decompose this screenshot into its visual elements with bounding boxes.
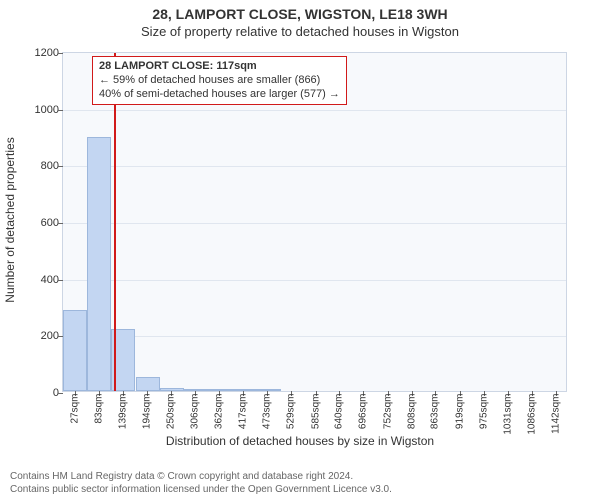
footer-line-1: Contains HM Land Registry data © Crown c…	[10, 471, 590, 484]
ytick-mark	[58, 280, 63, 281]
xtick-label: 696sqm	[358, 394, 369, 430]
info-box-smaller: ← 59% of detached houses are smaller (86…	[99, 74, 340, 88]
ytick-label: 600	[21, 217, 59, 229]
xtick-label: 585sqm	[310, 394, 321, 430]
xtick-label: 975sqm	[478, 394, 489, 430]
x-axis-label: Distribution of detached houses by size …	[0, 434, 600, 448]
ytick-label: 0	[21, 387, 59, 399]
ytick-label: 1200	[21, 47, 59, 59]
xtick-label: 194sqm	[141, 394, 152, 430]
ytick-mark	[58, 393, 63, 394]
xtick-label: 1086sqm	[526, 394, 537, 435]
histogram-bar	[136, 377, 160, 391]
chart-footer: Contains HM Land Registry data © Crown c…	[0, 471, 600, 496]
ytick-label: 400	[21, 274, 59, 286]
ytick-mark	[58, 166, 63, 167]
info-box-larger: 40% of semi-detached houses are larger (…	[99, 88, 340, 102]
ytick-mark	[58, 53, 63, 54]
xtick-label: 752sqm	[382, 394, 393, 430]
histogram-bar	[256, 389, 280, 391]
xtick-label: 640sqm	[334, 394, 345, 430]
gridline	[63, 336, 566, 337]
ytick-label: 1000	[21, 104, 59, 116]
xtick-label: 919sqm	[454, 394, 465, 430]
xtick-label: 306sqm	[190, 394, 201, 430]
xtick-label: 529sqm	[286, 394, 297, 430]
chart-title: 28, LAMPORT CLOSE, WIGSTON, LE18 3WH	[0, 0, 600, 22]
xtick-label: 473sqm	[262, 394, 273, 430]
xtick-label: 808sqm	[406, 394, 417, 430]
gridline	[63, 166, 566, 167]
xtick-label: 362sqm	[214, 394, 225, 430]
ytick-mark	[58, 110, 63, 111]
xtick-label: 1142sqm	[550, 394, 561, 434]
chart-subtitle: Size of property relative to detached ho…	[0, 22, 600, 39]
gridline	[63, 280, 566, 281]
ytick-label: 800	[21, 160, 59, 172]
footer-line-2: Contains public sector information licen…	[10, 484, 590, 497]
xtick-label: 139sqm	[117, 394, 128, 430]
property-info-box: 28 LAMPORT CLOSE: 117sqm ← 59% of detach…	[92, 56, 347, 105]
gridline	[63, 223, 566, 224]
xtick-label: 417sqm	[237, 394, 248, 430]
histogram-bar	[63, 310, 87, 391]
xtick-label: 1031sqm	[503, 394, 514, 435]
xtick-label: 863sqm	[430, 394, 441, 430]
info-box-title: 28 LAMPORT CLOSE: 117sqm	[99, 60, 340, 74]
property-size-chart: 28, LAMPORT CLOSE, WIGSTON, LE18 3WH Siz…	[0, 0, 600, 500]
y-axis-label: Number of detached properties	[3, 137, 17, 302]
histogram-bar	[232, 389, 256, 391]
ytick-label: 200	[21, 330, 59, 342]
gridline	[63, 110, 566, 111]
xtick-label: 27sqm	[69, 394, 80, 424]
ytick-mark	[58, 223, 63, 224]
xtick-label: 83sqm	[93, 394, 104, 424]
xtick-label: 250sqm	[165, 394, 176, 430]
histogram-bar	[87, 137, 111, 391]
